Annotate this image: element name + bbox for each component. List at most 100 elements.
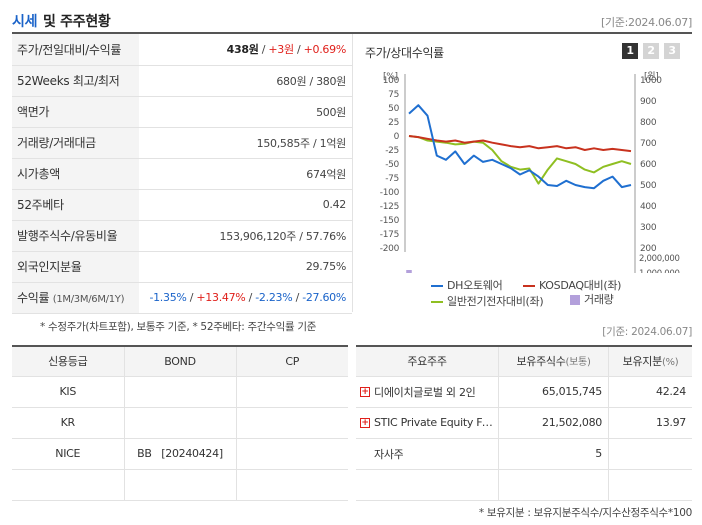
shareholder-name-cell: + STIC Private Equity Fu…	[356, 407, 499, 439]
section-title-accent: 시세	[12, 14, 38, 30]
section-header: 시세 및 주주현황 [기준:2024.06.07]	[12, 0, 692, 34]
legend-swatch	[523, 285, 535, 287]
cp-rating	[235, 438, 348, 470]
table-row: + STIC Private Equity Fu… 21,502,080 13.9…	[356, 407, 692, 439]
col-header: 신용등급	[12, 346, 124, 377]
separator: /	[258, 43, 269, 57]
shareholder-date: [기준: 2024.06.07]	[602, 326, 692, 338]
right-axis-tick: 900	[640, 97, 657, 107]
left-axis-tick: 100	[383, 76, 400, 86]
shareholder-name-cell: + 디에이치글로벌 외 2인	[356, 376, 499, 408]
quote-row: 시가총액 674억원	[12, 158, 352, 190]
base-date: [기준:2024.06.07]	[600, 16, 692, 29]
right-axis-tick: 200	[640, 244, 657, 254]
quote-label: 주가/전일대비/수익률	[12, 34, 139, 66]
left-axis-tick: -175	[380, 230, 399, 240]
expand-plus-icon[interactable]: +	[360, 386, 370, 397]
stake-pct: 13.97	[608, 407, 692, 439]
agency: NICE	[12, 438, 124, 470]
returns-period-label: (1M/3M/6M/1Y)	[52, 294, 125, 305]
return-6m: -2.23%	[255, 291, 293, 304]
legend-swatch	[431, 285, 443, 287]
quote-value: 500원	[139, 96, 352, 128]
table-row: KIS	[12, 376, 348, 408]
shares-held	[498, 469, 609, 501]
left-axis-tick: 0	[394, 132, 400, 142]
shareholder-footnote: * 보유지분 : 보유지분주식수/지수산정주식수*100	[478, 507, 692, 519]
col-header-pct: 보유지분(%)	[608, 346, 692, 377]
legend-label: 일반전기전자대비(좌)	[447, 295, 544, 308]
header-unit: (%)	[661, 357, 679, 369]
separator: /	[248, 291, 253, 304]
legend-item-volume: 거래량	[570, 291, 614, 307]
col-header: CP	[235, 346, 348, 377]
legend-label: KOSDAQ대비(좌)	[539, 279, 622, 292]
table-header-row: 신용등급 BOND CP	[12, 346, 348, 377]
credit-rating-table: 신용등급 BOND CP KIS KR NICE BB [20240424]	[12, 345, 348, 501]
shares-held: 5	[498, 438, 609, 470]
table-row	[12, 469, 348, 501]
legend-swatch	[431, 301, 443, 303]
col-header-name: 주요주주	[356, 346, 499, 377]
left-axis-tick: 25	[388, 118, 399, 128]
right-axis-tick: 700	[640, 139, 657, 149]
chart-tab-3[interactable]: 3	[664, 43, 680, 59]
legend-item-sector: 일반전기전자대비(좌)	[431, 293, 544, 309]
shareholder-name-cell: 자사주	[356, 438, 499, 470]
quote-value: 150,585주 / 1억원	[139, 127, 352, 159]
shareholder-name-cell	[356, 469, 499, 501]
cp-rating	[235, 469, 348, 501]
agency: KR	[12, 407, 124, 439]
quote-label: 액면가	[12, 96, 139, 128]
quote-row: 액면가 500원	[12, 96, 352, 128]
shares-held: 65,015,745	[498, 376, 609, 408]
shares-held: 21,502,080	[498, 407, 609, 439]
table-row	[356, 469, 692, 501]
quote-value: -1.35% / +13.47% / -2.23% / -27.60%	[139, 282, 352, 314]
quote-footnote: * 수정주가(차트포함), 보통주 기준, * 52주베타: 주간수익률 기준	[40, 321, 317, 333]
left-axis-tick: -25	[385, 146, 399, 156]
right-axis-tick: 400	[640, 202, 657, 212]
return-1y: -27.60%	[302, 291, 346, 304]
quote-value: 153,906,120주 / 57.76%	[139, 220, 352, 252]
returns-label: 수익률	[17, 291, 50, 305]
left-axis-tick: -150	[380, 216, 400, 226]
quote-value: 680원 / 380원	[139, 65, 352, 97]
quote-label: 52주베타	[12, 189, 139, 221]
header-unit: (보통)	[565, 357, 591, 369]
return-3m: +13.47%	[196, 291, 246, 304]
legend-item-kosdaq: KOSDAQ대비(좌)	[523, 277, 621, 293]
chart-tab-2[interactable]: 2	[643, 43, 659, 59]
legend-label: DH오토웨어	[447, 279, 503, 292]
series-line	[408, 135, 632, 185]
cp-rating	[235, 376, 348, 408]
separator: /	[293, 43, 304, 57]
left-axis-tick: -50	[385, 160, 399, 170]
quote-row-price: 주가/전일대비/수익률 438원 / +3원 / +0.69%	[12, 34, 352, 66]
series-line	[408, 104, 632, 190]
right-axis-tick: 600	[640, 160, 657, 170]
table-row: KR	[12, 407, 348, 439]
chart-tab-1[interactable]: 1	[622, 43, 638, 59]
quote-row: 외국인지분율 29.75%	[12, 251, 352, 283]
quote-label: 발행주식수/유동비율	[12, 220, 139, 252]
bond-rating: BB [20240424]	[123, 438, 236, 470]
table-row: NICE BB [20240424]	[12, 438, 348, 470]
chart-title: 주가/상대수익률	[365, 46, 444, 60]
right-axis-tick: 500	[640, 181, 657, 191]
quote-row: 거래량/거래대금 150,585주 / 1억원	[12, 127, 352, 159]
quote-row: 52Weeks 최고/최저 680원 / 380원	[12, 65, 352, 97]
left-axis-tick: 75	[388, 90, 399, 100]
right-axis-tick: 800	[640, 118, 657, 128]
quote-row-returns: 수익률 (1M/3M/6M/1Y) -1.35% / +13.47% / -2.…	[12, 282, 352, 314]
table-header-row: 주요주주 보유주식수(보통) 보유지분(%)	[356, 346, 692, 377]
quote-value: 438원 / +3원 / +0.69%	[139, 34, 352, 66]
quote-row: 52주베타 0.42	[12, 189, 352, 221]
separator: /	[295, 291, 300, 304]
cp-rating	[235, 407, 348, 439]
expand-plus-icon[interactable]: +	[360, 417, 370, 428]
col-header: BOND	[123, 346, 236, 377]
return-1m: -1.35%	[149, 291, 187, 304]
quote-label: 수익률 (1M/3M/6M/1Y)	[12, 282, 139, 314]
